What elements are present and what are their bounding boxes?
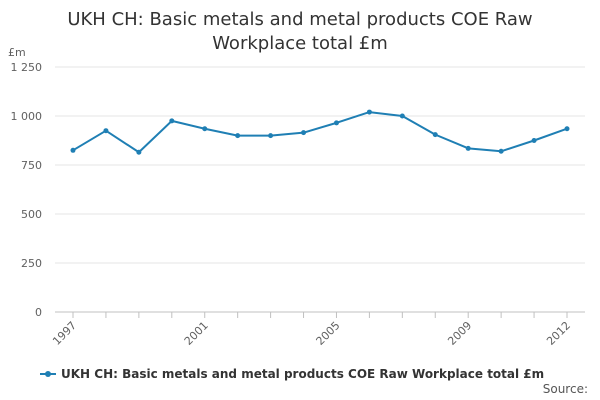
y-tick-label: 500 <box>21 208 42 221</box>
data-point <box>301 130 307 136</box>
x-tick-label: 1997 <box>50 319 79 348</box>
data-point <box>498 148 504 154</box>
y-axis-unit-label: £m <box>8 46 26 59</box>
data-point <box>531 138 537 143</box>
x-tick-label: 2012 <box>544 319 573 348</box>
y-tick-label: 0 <box>35 306 42 319</box>
data-point <box>432 132 438 138</box>
series-line <box>72 111 568 154</box>
data-point <box>169 118 175 124</box>
legend-series-label: UKH CH: Basic metals and metal products … <box>61 367 545 381</box>
chart-title: UKH CH: Basic metals and metal products … <box>40 8 560 56</box>
data-point <box>465 145 471 151</box>
y-tick-label: 1 250 <box>11 61 43 74</box>
y-tick-label: 250 <box>21 257 42 270</box>
chart-title-line-2: Workplace total £m <box>212 33 388 54</box>
y-tick-label: 1 000 <box>11 110 43 123</box>
y-tick-label: 750 <box>21 159 42 172</box>
data-point <box>136 149 142 155</box>
data-point <box>366 109 372 115</box>
data-point <box>202 126 208 132</box>
data-point <box>235 133 241 139</box>
legend-series-marker <box>40 371 56 377</box>
legend[interactable]: UKH CH: Basic metals and metal products … <box>40 367 544 381</box>
chart-title-line-1: UKH CH: Basic metals and metal products … <box>67 9 533 30</box>
x-tick-label: 2001 <box>182 319 211 348</box>
data-point <box>268 133 274 139</box>
data-point <box>333 120 339 126</box>
data-point <box>103 128 109 134</box>
x-tick-label: 2005 <box>314 319 343 348</box>
data-point <box>564 126 570 132</box>
x-tick-label: 2009 <box>445 319 474 348</box>
source-label: Source: <box>542 382 588 396</box>
data-point <box>399 113 405 119</box>
data-point <box>70 147 76 153</box>
